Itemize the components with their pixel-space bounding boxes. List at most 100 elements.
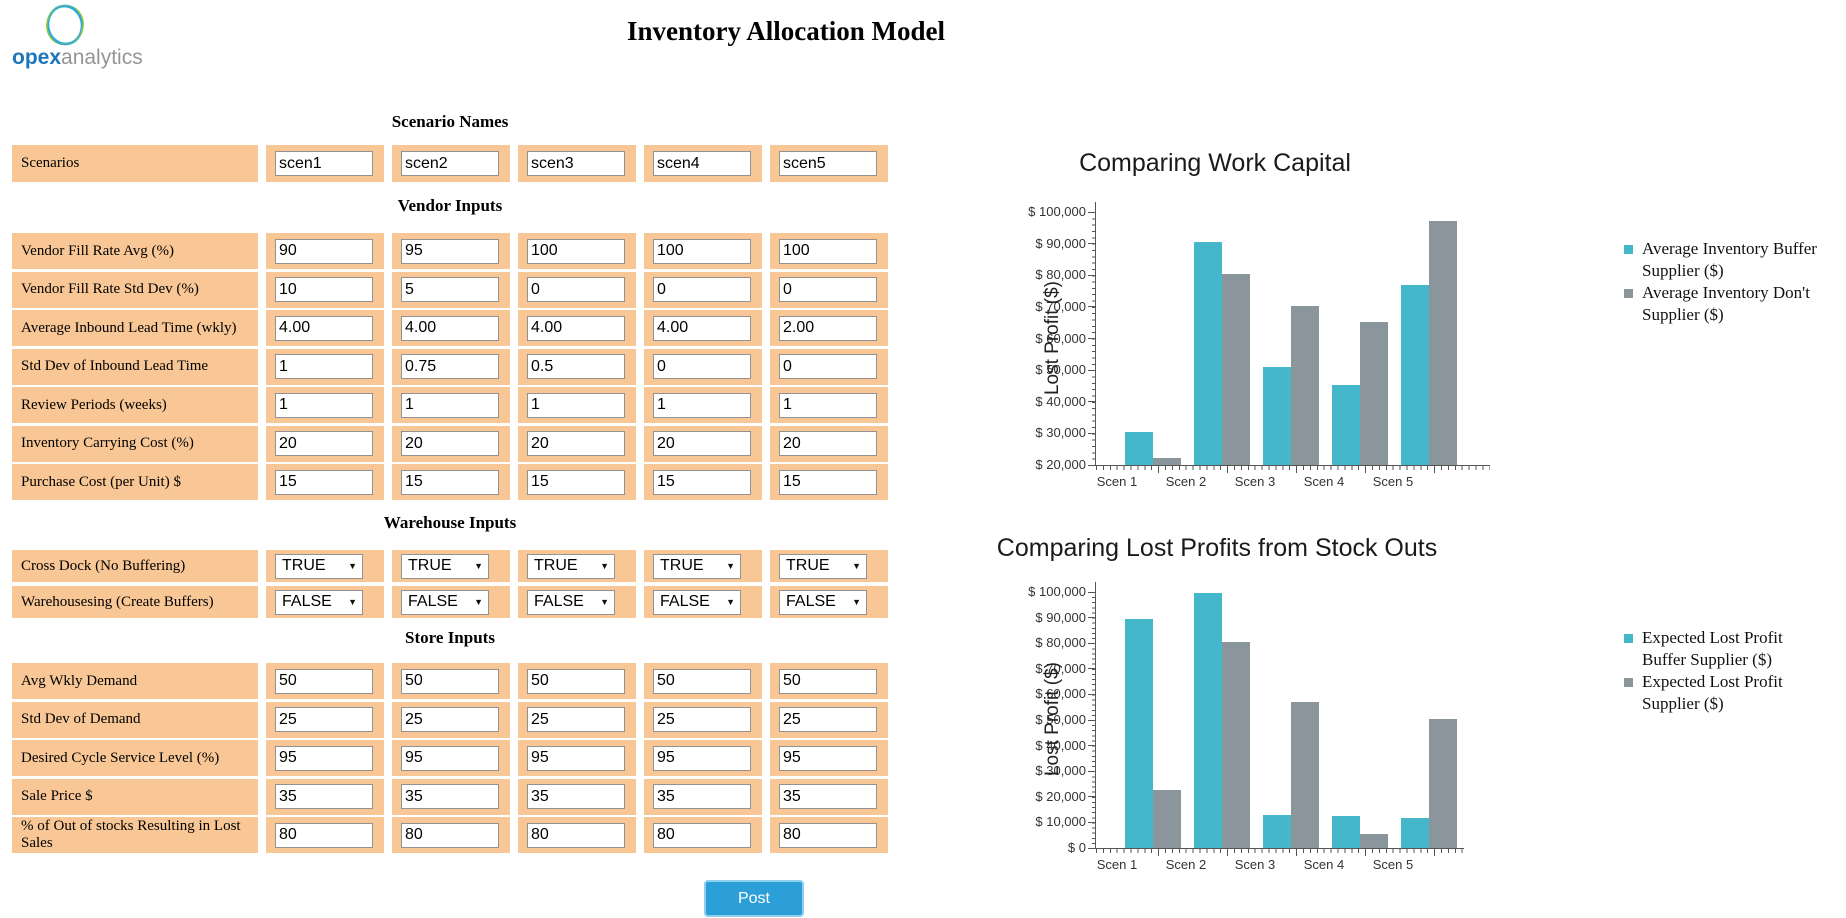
input-cell: [770, 425, 888, 462]
input-cell: FALSE ▼: [392, 586, 510, 618]
text-input[interactable]: [527, 151, 625, 176]
text-input[interactable]: [779, 315, 877, 341]
text-input[interactable]: [275, 469, 373, 495]
text-input[interactable]: [779, 354, 877, 379]
text-input[interactable]: [527, 277, 625, 302]
text-input[interactable]: [527, 469, 625, 495]
input-cell: [644, 233, 762, 269]
text-input[interactable]: [779, 392, 877, 418]
dropdown-select[interactable]: FALSE ▼: [653, 589, 741, 615]
bar: [1125, 431, 1153, 465]
text-input[interactable]: [527, 745, 625, 771]
text-input[interactable]: [779, 151, 877, 176]
text-input[interactable]: [401, 707, 499, 732]
x-axis-line: [1096, 848, 1464, 849]
y-tick-label: $ 40,000: [1035, 393, 1086, 409]
text-input[interactable]: [401, 277, 499, 302]
input-form: Scenario NamesScenariosVendor InputsVend…: [12, 100, 888, 917]
text-input[interactable]: [401, 354, 499, 379]
text-input[interactable]: [401, 668, 499, 694]
text-input[interactable]: [653, 277, 751, 302]
text-input[interactable]: [401, 151, 499, 176]
text-input[interactable]: [779, 238, 877, 264]
input-cell: [644, 145, 762, 182]
text-input[interactable]: [527, 822, 625, 848]
row-label: Inventory Carrying Cost (%): [12, 425, 258, 462]
row-label: Sale Price $: [12, 778, 258, 815]
dropdown-select[interactable]: FALSE ▼: [401, 589, 489, 615]
text-input[interactable]: [779, 822, 877, 848]
text-input[interactable]: [401, 822, 499, 848]
text-input[interactable]: [527, 354, 625, 379]
dropdown-select[interactable]: TRUE ▼: [401, 553, 489, 579]
text-input[interactable]: [275, 668, 373, 694]
dropdown-select[interactable]: FALSE ▼: [527, 589, 615, 615]
table-row: Cross Dock (No Buffering) TRUE ▼ TRUE ▼ TRUE ▼…: [12, 550, 888, 582]
text-input[interactable]: [653, 822, 751, 848]
text-input[interactable]: [779, 668, 877, 694]
y-tick: [1088, 338, 1095, 339]
bar: [1332, 384, 1360, 465]
text-input[interactable]: [275, 431, 373, 456]
text-input[interactable]: [779, 745, 877, 771]
text-input[interactable]: [275, 354, 373, 379]
text-input[interactable]: [275, 392, 373, 418]
text-input[interactable]: [275, 707, 373, 732]
text-input[interactable]: [401, 392, 499, 418]
text-input[interactable]: [527, 707, 625, 732]
text-input[interactable]: [275, 784, 373, 809]
bar: [1360, 322, 1388, 465]
text-input[interactable]: [401, 784, 499, 809]
text-input[interactable]: [401, 238, 499, 264]
y-tick: [1088, 591, 1095, 593]
text-input[interactable]: [275, 315, 373, 341]
dropdown-select[interactable]: TRUE ▼: [527, 553, 615, 579]
text-input[interactable]: [653, 745, 751, 771]
dropdown-select[interactable]: TRUE ▼: [653, 553, 741, 579]
text-input[interactable]: [779, 431, 877, 456]
text-input[interactable]: [653, 707, 751, 732]
text-input[interactable]: [527, 668, 625, 694]
dropdown-select[interactable]: FALSE ▼: [779, 589, 867, 615]
text-input[interactable]: [401, 315, 499, 341]
text-input[interactable]: [653, 668, 751, 694]
text-input[interactable]: [653, 784, 751, 809]
input-cell: [392, 348, 510, 385]
dropdown-value: TRUE: [534, 557, 578, 574]
dropdown-select[interactable]: FALSE ▼: [275, 589, 363, 615]
text-input[interactable]: [653, 392, 751, 418]
y-tick: [1088, 668, 1095, 670]
dropdown-select[interactable]: TRUE ▼: [275, 553, 363, 579]
text-input[interactable]: [653, 151, 751, 176]
dropdown-select[interactable]: TRUE ▼: [779, 553, 867, 579]
text-input[interactable]: [527, 392, 625, 418]
text-input[interactable]: [401, 745, 499, 771]
input-cell: [518, 271, 636, 308]
text-input[interactable]: [653, 354, 751, 379]
text-input[interactable]: [275, 822, 373, 848]
chevron-down-icon: ▼: [726, 596, 735, 607]
text-input[interactable]: [275, 238, 373, 264]
text-input[interactable]: [401, 431, 499, 456]
text-input[interactable]: [527, 238, 625, 264]
text-input[interactable]: [779, 469, 877, 495]
table-row: Purchase Cost (per Unit) $: [12, 464, 888, 500]
input-cell: [770, 778, 888, 815]
text-input[interactable]: [275, 151, 373, 176]
text-input[interactable]: [779, 707, 877, 732]
row-label: Desired Cycle Service Level (%): [12, 740, 258, 776]
text-input[interactable]: [653, 315, 751, 341]
text-input[interactable]: [275, 745, 373, 771]
text-input[interactable]: [527, 784, 625, 809]
text-input[interactable]: [653, 238, 751, 264]
text-input[interactable]: [401, 469, 499, 495]
post-button[interactable]: Post: [704, 880, 804, 917]
text-input[interactable]: [275, 277, 373, 302]
text-input[interactable]: [527, 315, 625, 341]
text-input[interactable]: [653, 469, 751, 495]
text-input[interactable]: [653, 431, 751, 456]
text-input[interactable]: [527, 431, 625, 456]
input-cell: TRUE ▼: [518, 550, 636, 582]
text-input[interactable]: [779, 784, 877, 809]
text-input[interactable]: [779, 277, 877, 302]
